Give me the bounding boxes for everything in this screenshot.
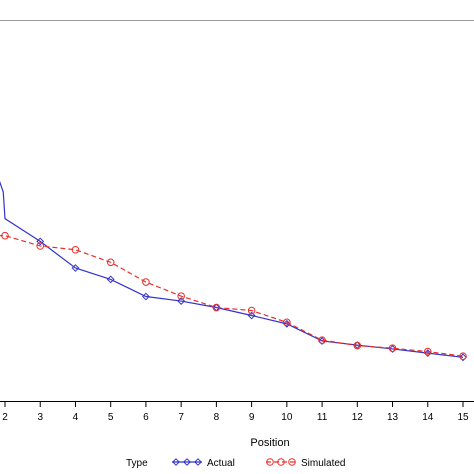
legend-entries: Actual Simulated <box>172 458 345 469</box>
series-line <box>0 235 464 357</box>
plot-frame <box>0 20 474 402</box>
data-point <box>353 341 362 350</box>
data-point <box>142 292 150 301</box>
data-point <box>106 258 115 267</box>
data-point <box>183 458 191 466</box>
legend-title: Type <box>126 458 148 469</box>
data-point <box>266 458 274 466</box>
data-point <box>247 306 256 315</box>
x-tick-label: 4 <box>73 412 79 423</box>
x-tick-label: 2 <box>2 412 8 423</box>
x-tick-label: 8 <box>214 412 220 423</box>
data-point <box>288 458 296 466</box>
data-point <box>423 347 432 356</box>
x-tick-label: 14 <box>422 412 434 423</box>
data-point <box>36 242 45 250</box>
data-point <box>247 311 256 320</box>
x-tick-label: 5 <box>108 412 114 423</box>
series-layer <box>0 180 467 362</box>
x-tick-label: 11 <box>317 412 328 423</box>
series-line <box>0 180 464 358</box>
data-point <box>71 264 80 272</box>
data-point <box>194 458 202 466</box>
x-tick-label: 3 <box>37 412 43 423</box>
data-point <box>388 344 397 352</box>
x-tick-label: 7 <box>178 412 184 423</box>
data-point <box>172 458 180 466</box>
series-simulated <box>0 231 467 360</box>
x-tick-label: 10 <box>281 412 293 423</box>
data-point <box>142 278 150 286</box>
x-tick-label: 12 <box>352 412 364 423</box>
data-point <box>1 231 9 240</box>
data-point <box>36 237 45 246</box>
data-point <box>283 318 291 327</box>
x-axis-ticks: 2 3 4 5 6 7 8 9 10 11 12 13 14 15 <box>2 401 469 423</box>
legend-entry-simulated: Simulated <box>266 458 345 469</box>
x-tick-label: 9 <box>249 412 255 423</box>
x-tick-label: 6 <box>143 412 149 423</box>
data-point <box>212 303 221 312</box>
data-point <box>71 245 80 254</box>
legend-label: Actual <box>207 458 235 469</box>
legend-entry-actual: Actual <box>172 458 235 469</box>
x-axis-title: Position <box>250 437 289 449</box>
legend-label: Simulated <box>301 458 345 469</box>
data-point <box>318 336 326 345</box>
series-actual <box>0 180 467 362</box>
data-point <box>459 352 467 360</box>
data-point <box>106 275 115 284</box>
x-tick-label: 15 <box>457 412 469 423</box>
data-point <box>177 297 186 305</box>
data-point <box>277 458 285 466</box>
data-point <box>318 337 326 345</box>
legend: Type Actual Simulated <box>126 458 345 469</box>
data-point <box>177 292 185 300</box>
x-tick-label: 13 <box>387 412 399 423</box>
